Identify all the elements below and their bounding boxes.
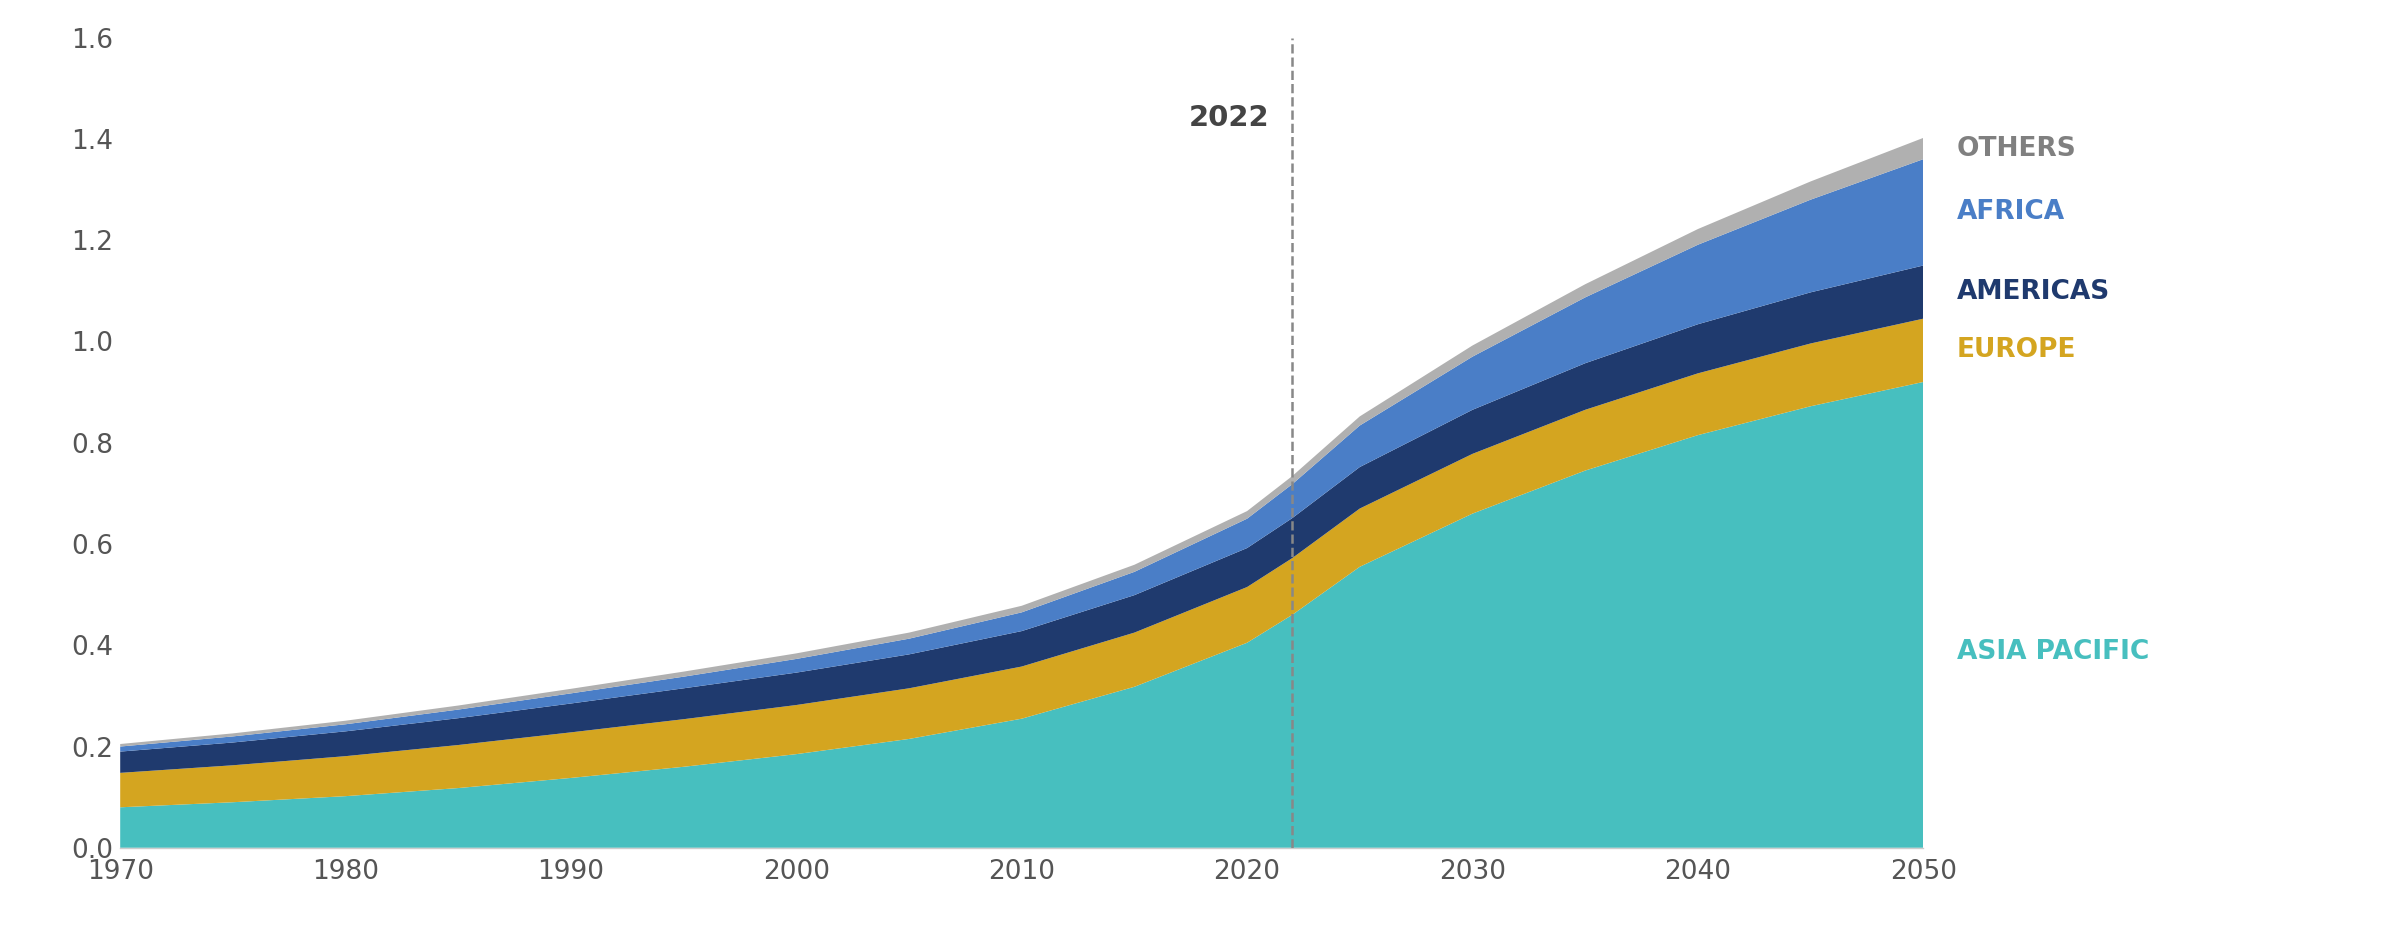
Text: EUROPE: EUROPE	[1957, 337, 2077, 364]
Text: 2022: 2022	[1190, 104, 1269, 132]
Text: AFRICA: AFRICA	[1957, 200, 2065, 225]
Text: OTHERS: OTHERS	[1957, 136, 2077, 162]
Text: AMERICAS: AMERICAS	[1957, 279, 2111, 305]
Text: ASIA PACIFIC: ASIA PACIFIC	[1957, 640, 2149, 665]
